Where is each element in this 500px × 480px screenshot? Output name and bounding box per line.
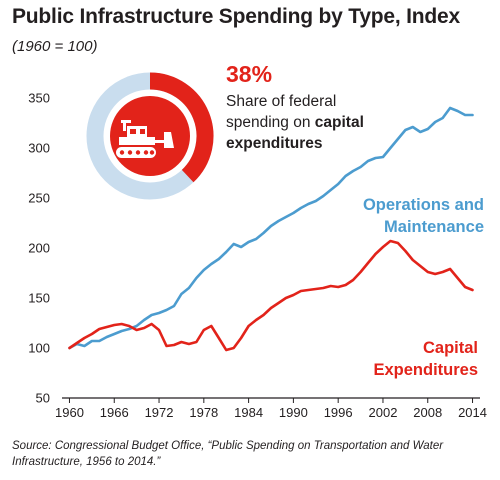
chart-title: Public Infrastructure Spending by Type, …	[12, 5, 461, 28]
donut-share-arc	[149, 72, 214, 183]
cap-label-line1: Capital	[422, 339, 478, 357]
x-tick-label: 1984	[234, 405, 263, 420]
bulldozer-icon	[116, 120, 174, 158]
series-lines	[68, 106, 474, 352]
x-tick-label: 1972	[145, 405, 174, 420]
x-tick-label: 2014	[458, 405, 487, 420]
callout-text-bold: capital expenditures	[226, 114, 364, 152]
x-tick-label: 1960	[55, 405, 84, 420]
y-tick-label: 250	[28, 191, 50, 206]
callout-text-plain: Share of federal spending on	[226, 93, 337, 131]
share-donut	[86, 72, 214, 200]
y-tick-label: 300	[28, 141, 50, 156]
x-tick-label: 1978	[189, 405, 218, 420]
capital-series-label: Capital Expenditures	[328, 337, 478, 381]
x-tick-label: 1996	[324, 405, 353, 420]
source-note: Source: Congressional Budget Office, “Pu…	[12, 440, 444, 468]
chart-axes: 50 100 150 200 250 300 350 1960 1966 1972 1978 1984…	[28, 91, 487, 421]
y-tick-label: 100	[28, 341, 50, 356]
y-tick-label: 150	[28, 291, 50, 306]
ops-label-line1: Operations and	[362, 196, 484, 214]
ops-maintenance-line	[68, 106, 474, 350]
y-tick-label: 200	[28, 241, 50, 256]
cap-label-line2: Expenditures	[373, 361, 478, 379]
y-tick-label: 50	[36, 391, 50, 406]
chart-subtitle: (1960 = 100)	[12, 38, 98, 55]
ops-label-line2: Maintenance	[384, 218, 484, 236]
callout-description: Share of federal spending on capital exp…	[226, 91, 396, 154]
x-tick-label: 2008	[413, 405, 442, 420]
x-tick-label: 1966	[100, 405, 129, 420]
donut-center	[110, 96, 190, 176]
y-tick-label: 350	[28, 91, 50, 106]
x-tick-label: 2002	[369, 405, 398, 420]
capital-expenditures-line	[68, 239, 474, 352]
callout-percent: 38%	[226, 61, 273, 87]
x-tick-label: 1990	[279, 405, 308, 420]
ops-series-label: Operations and Maintenance	[284, 194, 484, 238]
